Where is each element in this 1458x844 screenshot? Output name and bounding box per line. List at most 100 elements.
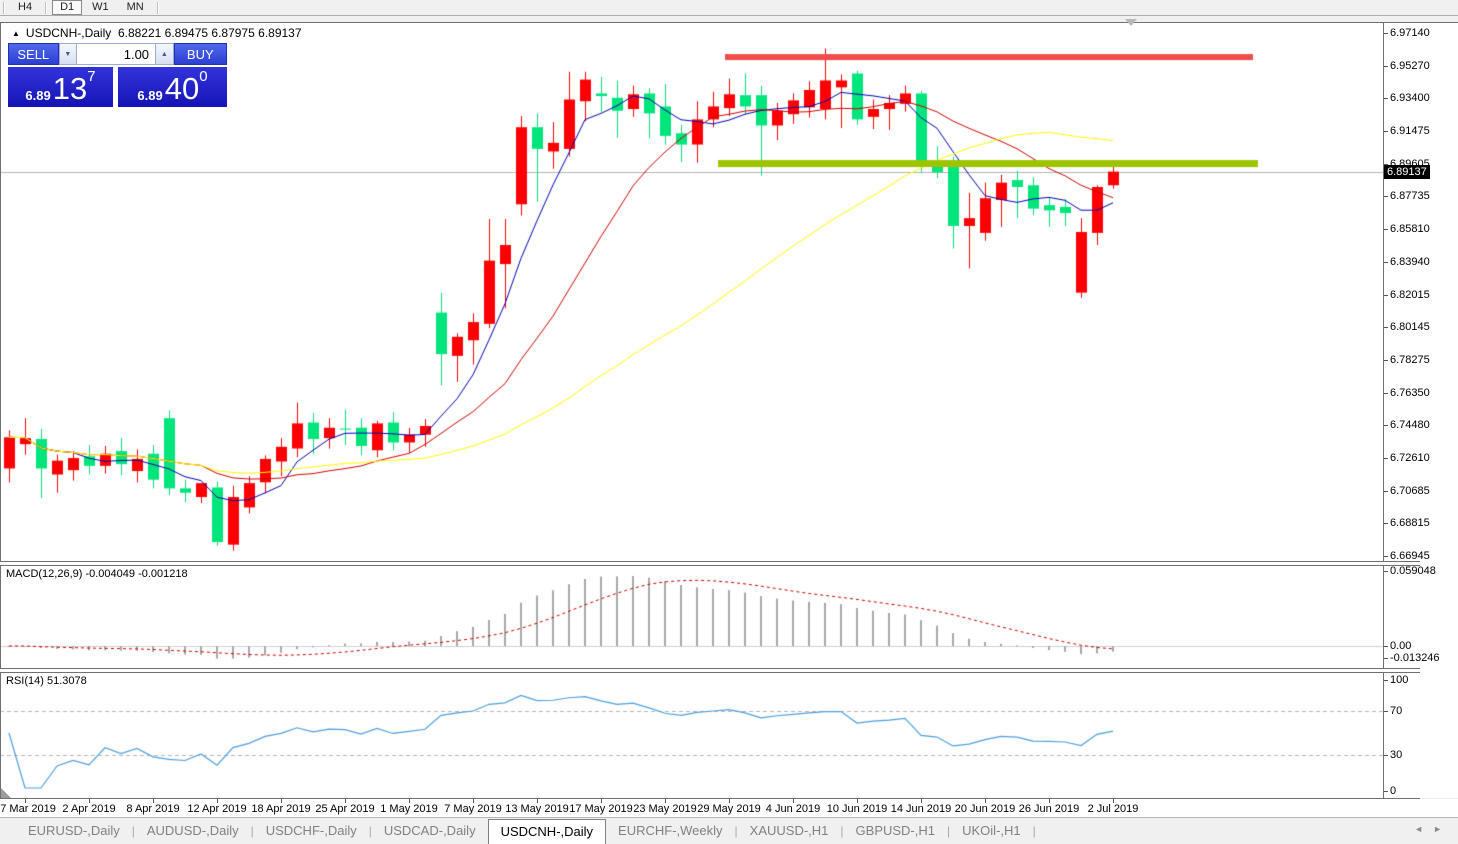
volume-increase-button[interactable]: ▲ (155, 43, 174, 65)
date-axis-label: 12 Apr 2019 (187, 803, 247, 815)
price-axis-label: 6.95270 (1390, 59, 1430, 72)
sell-price-small: 6.89 (25, 88, 51, 103)
price-axis-label: 6.85810 (1390, 223, 1430, 236)
date-axis-tick (985, 799, 986, 803)
rsi-axis-label: 0 (1390, 785, 1397, 797)
price-axis-tick (1384, 131, 1388, 133)
symbol-name: USDCNH-,Daily (25, 26, 112, 40)
date-axis-tick (473, 799, 474, 803)
subwindow-resize-grip-icon[interactable] (1, 788, 11, 798)
tabbar-divider (0, 817, 1458, 818)
price-axis-tick (1384, 327, 1388, 329)
date-axis-tick (217, 799, 218, 803)
timeframe-button-w1[interactable]: W1 (92, 1, 109, 13)
rsi-splitter[interactable] (0, 668, 1420, 669)
buy-price-sup: 0 (199, 68, 208, 85)
date-axis-label: 4 Jun 2019 (765, 803, 821, 815)
tab-separator: | (131, 823, 135, 838)
sell-price-big: 13 (52, 71, 88, 106)
price-axis-tick (1384, 229, 1388, 231)
tab-scrollers: ◄► (1414, 824, 1452, 834)
timeframe-button-h4[interactable]: H4 (18, 1, 33, 13)
price-axis-label: 6.76350 (1390, 386, 1430, 399)
date-axis[interactable]: 27 Mar 2019 2 Apr 2019 8 Apr 2019 12 Apr 20… (0, 799, 1458, 817)
date-axis-tick (857, 799, 858, 803)
price-axis-label: 6.78275 (1390, 353, 1430, 366)
rsi-splitter-gap (0, 669, 1420, 672)
macd-axis-tick (1384, 646, 1388, 647)
price-axis-border (1383, 22, 1384, 799)
date-axis-label: 10 Jun 2019 (826, 803, 888, 815)
price-axis-tick (1384, 98, 1388, 100)
price-axis-label: 6.70685 (1390, 484, 1430, 497)
macd-splitter-gap (0, 562, 1420, 565)
macd-axis-tick (1384, 571, 1388, 572)
tab-separator: | (734, 823, 738, 838)
tab-gbpusd-h1[interactable]: GBPUSD-,H1 (855, 823, 935, 838)
date-axis-label: 27 Mar 2019 (0, 803, 56, 815)
tab-audusd-daily[interactable]: AUDUSD-,Daily (146, 823, 239, 838)
price-axis-label: 6.93400 (1390, 92, 1430, 105)
macd-splitter[interactable] (0, 561, 1420, 562)
timeframe-button-d1[interactable]: D1 (52, 0, 83, 15)
tab-separator: | (250, 823, 254, 838)
rsi-axis-tick (1384, 791, 1388, 792)
tab-scroll-right-icon[interactable]: ► (1433, 824, 1452, 834)
price-axis-tick (1384, 425, 1388, 427)
tab-eurchf-weekly[interactable]: EURCHF-,Weekly (618, 823, 723, 838)
rsi-axis-tick (1384, 680, 1388, 681)
price-axis-label: 6.74480 (1390, 419, 1430, 432)
sell-quote-display[interactable]: 6.89 13 7 (8, 67, 113, 107)
ohlc-high: 6.89475 (164, 26, 209, 40)
ohlc-open: 6.88221 (117, 26, 162, 40)
rsi-axis-tick (1384, 711, 1388, 712)
price-axis-label: 6.91475 (1390, 125, 1430, 138)
price-axis-tick (1384, 490, 1388, 492)
date-axis-label: 25 Apr 2019 (315, 803, 375, 815)
tab-eurusd-daily[interactable]: EURUSD-,Daily (28, 823, 120, 838)
price-axis-tick (1384, 196, 1388, 198)
tab-scroll-left-icon[interactable]: ◄ (1414, 824, 1434, 834)
price-chart-canvas[interactable] (0, 22, 1383, 798)
rsi-axis-label: 30 (1390, 749, 1403, 761)
price-axis-tick (1384, 457, 1388, 459)
date-axis-tick (601, 799, 602, 803)
chart-shift-marker-icon[interactable] (1125, 19, 1137, 26)
tab-xauusd-h1[interactable]: XAUUSD-,H1 (749, 823, 829, 838)
ohlc-close: 6.89137 (258, 26, 302, 40)
collapse-panel-icon[interactable]: ▲ (12, 29, 20, 38)
price-axis-label: 6.66945 (1390, 550, 1430, 562)
tab-ukoil-h1[interactable]: UKOil-,H1 (962, 823, 1021, 838)
symbol-header: ▲ USDCNH-,Daily 6.88221 6.89475 6.87975 6… (12, 26, 302, 40)
price-axis-label: 6.82015 (1390, 288, 1430, 301)
volume-input[interactable] (77, 43, 156, 65)
price-axis-label: 6.72610 (1390, 451, 1430, 464)
date-axis-label: 18 Apr 2019 (251, 803, 311, 815)
chart-left-border (0, 22, 1, 798)
rsi-top-border (0, 672, 1420, 673)
toolbar-separator (45, 1, 48, 14)
buy-quote-display[interactable]: 6.89 40 0 (118, 67, 227, 107)
rsi-label: RSI(14) 51.3078 (6, 675, 87, 687)
date-axis-tick (409, 799, 410, 803)
date-axis-tick (1113, 799, 1114, 803)
price-axis-tick (1384, 294, 1388, 296)
buy-button[interactable]: BUY (173, 43, 227, 65)
date-axis-label: 29 May 2019 (697, 803, 761, 815)
tab-usdchf-daily[interactable]: USDCHF-,Daily (265, 823, 357, 838)
date-axis-label: 2 Apr 2019 (62, 803, 116, 815)
rsi-axis-label: 100 (1390, 674, 1409, 686)
one-click-trade-panel: SELL ▼ ▲ BUY 6.89 13 7 6.89 40 0 (8, 43, 227, 107)
price-axis-tick (1384, 65, 1388, 67)
sell-button[interactable]: SELL (8, 43, 59, 65)
date-axis-label: 7 May 2019 (444, 803, 502, 815)
date-axis-label: 13 May 2019 (505, 803, 569, 815)
toolbar-separator (3, 1, 5, 14)
tab-usdcnh-daily[interactable]: USDCNH-,Daily (487, 818, 607, 844)
volume-decrease-button[interactable]: ▼ (58, 43, 78, 65)
rsi-axis-tick (1384, 755, 1388, 756)
timeframe-button-mn[interactable]: MN (126, 1, 144, 13)
date-axis-label: 1 May 2019 (380, 803, 438, 815)
tab-usdcad-daily[interactable]: USDCAD-,Daily (383, 823, 476, 838)
toolbar-separator (156, 1, 159, 14)
